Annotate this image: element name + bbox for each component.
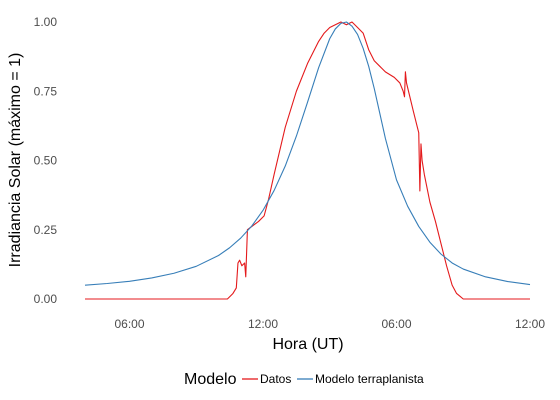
y-tick-label: 0.25 bbox=[34, 223, 58, 237]
y-axis-ticks: 0.00 0.25 0.50 0.75 1.00 bbox=[34, 15, 58, 306]
y-tick-label: 0.00 bbox=[34, 292, 58, 306]
series-line-datos bbox=[85, 21, 530, 300]
y-axis-title: Irradiancia Solar (máximo = 1) bbox=[7, 53, 24, 268]
legend-title: Modelo bbox=[184, 371, 237, 388]
x-axis-ticks: 06:00 12:00 06:00 12:00 bbox=[114, 317, 545, 331]
x-tick-label: 12:00 bbox=[515, 317, 545, 331]
x-axis-title: Hora (UT) bbox=[272, 336, 343, 353]
legend-label-datos: Datos bbox=[260, 372, 291, 386]
x-tick-label: 06:00 bbox=[114, 317, 144, 331]
y-tick-label: 0.75 bbox=[34, 84, 58, 98]
x-tick-label: 12:00 bbox=[248, 317, 278, 331]
legend: Modelo Datos Modelo terraplanista bbox=[184, 371, 424, 388]
series-line-modelo-terraplanista bbox=[84, 21, 531, 286]
y-tick-label: 0.50 bbox=[34, 154, 58, 168]
x-tick-label: 06:00 bbox=[381, 317, 411, 331]
y-tick-label: 1.00 bbox=[34, 15, 58, 29]
plot-series-group bbox=[84, 21, 531, 300]
legend-label-modelo-terraplanista: Modelo terraplanista bbox=[315, 372, 424, 386]
